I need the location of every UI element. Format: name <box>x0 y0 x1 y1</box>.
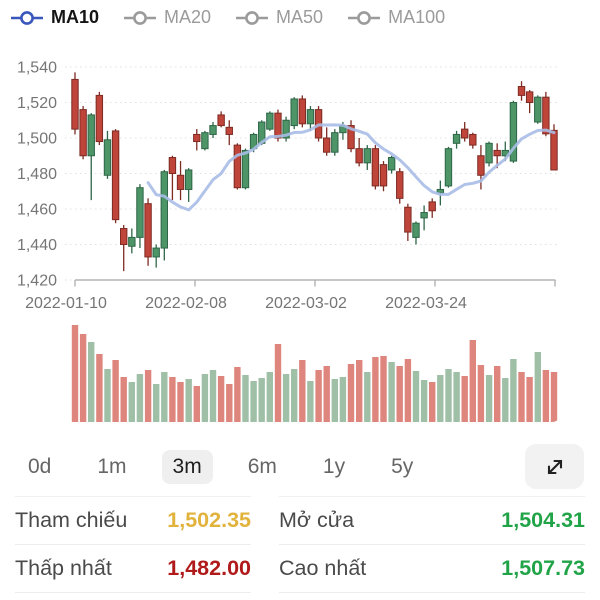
price-candlestick-chart[interactable]: 1,5401,5201,5001,4801,4601,4401,4202022-… <box>0 52 600 314</box>
range-button-6m[interactable]: 6m <box>237 450 288 484</box>
range-button-3m[interactable]: 3m <box>161 450 213 484</box>
expand-arrows-icon <box>547 459 562 474</box>
ma-line-icon <box>11 10 43 25</box>
stat-lowest-price: Thấp nhất 1,482.00 <box>15 545 251 593</box>
svg-text:2022-02-08: 2022-02-08 <box>145 295 227 312</box>
svg-text:2022-03-02: 2022-03-02 <box>265 295 347 312</box>
stat-reference-price: Tham chiếu 1,502.35 <box>15 496 251 545</box>
stat-label: Mở cửa <box>279 508 355 532</box>
range-button-0d[interactable]: 0d <box>17 450 62 484</box>
stat-label: Thấp nhất <box>15 556 112 580</box>
range-button-1m[interactable]: 1m <box>86 450 137 484</box>
volume-bars-layer <box>71 325 558 422</box>
svg-text:2022-03-24: 2022-03-24 <box>385 295 467 312</box>
candles-layer <box>71 72 558 272</box>
range-button-5y[interactable]: 5y <box>380 450 424 484</box>
svg-text:2022-01-10: 2022-01-10 <box>25 295 107 312</box>
svg-text:1,480: 1,480 <box>17 166 57 183</box>
legend-label: MA100 <box>388 7 446 27</box>
grid-layer: 1,540 1,520 1,500 1,480 1,460 1,440 1,420 <box>17 60 559 290</box>
legend-item-ma100[interactable]: MA100 <box>347 7 445 28</box>
ma-line-icon <box>236 10 269 25</box>
stat-highest-price: Cao nhất 1,507.73 <box>279 545 585 593</box>
quote-stats: Tham chiếu 1,502.35 Mở cửa 1,504.31 Thấp… <box>15 496 585 593</box>
x-axis-layer: 2022-01-10 2022-02-08 2022-03-02 2022-03-24 <box>25 279 556 312</box>
stat-value: 1,502.35 <box>167 508 251 532</box>
legend-label: MA50 <box>276 7 324 27</box>
legend-label: MA10 <box>51 7 100 27</box>
stat-value: 1,482.00 <box>167 556 251 580</box>
svg-text:1,440: 1,440 <box>17 237 57 254</box>
ma-line-icon <box>348 10 381 25</box>
svg-text:1,500: 1,500 <box>17 131 57 148</box>
stat-value: 1,507.73 <box>501 556 585 580</box>
svg-text:1,420: 1,420 <box>17 273 57 290</box>
stat-open-price: Mở cửa 1,504.31 <box>279 496 585 545</box>
svg-text:1,540: 1,540 <box>17 60 57 77</box>
svg-text:1,520: 1,520 <box>17 95 57 112</box>
range-button-1y[interactable]: 1y <box>312 450 356 484</box>
legend-item-ma20[interactable]: MA20 <box>123 7 211 28</box>
svg-text:1,460: 1,460 <box>17 202 57 219</box>
legend-item-ma10[interactable]: MA10 <box>10 7 99 28</box>
stat-value: 1,504.31 <box>501 508 585 532</box>
legend-label: MA20 <box>164 7 212 27</box>
stat-label: Cao nhất <box>279 556 367 580</box>
range-selector: 0d 1m 3m 6m 1y 5y <box>0 443 600 491</box>
ma-line-icon <box>124 10 157 25</box>
ma10-line <box>146 123 556 212</box>
volume-chart[interactable] <box>64 322 561 422</box>
ma-legend: MA10 MA20 MA50 MA100 <box>10 7 445 28</box>
legend-item-ma50[interactable]: MA50 <box>235 7 323 28</box>
fullscreen-button[interactable] <box>525 444 584 489</box>
stat-label: Tham chiếu <box>15 508 128 532</box>
